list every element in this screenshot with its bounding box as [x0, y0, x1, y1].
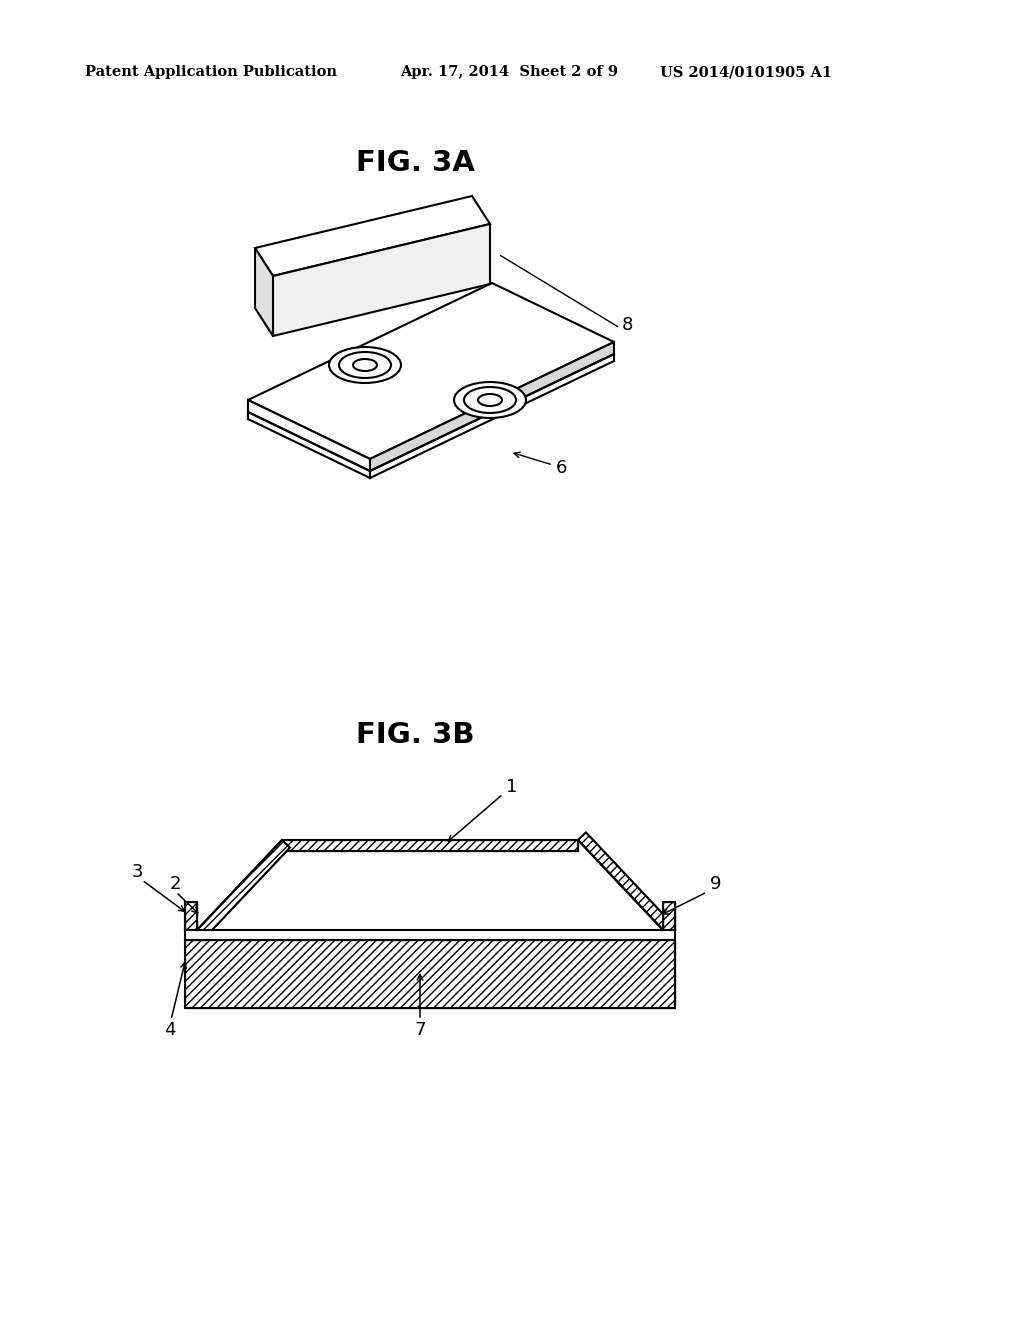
Polygon shape	[370, 342, 614, 471]
Polygon shape	[255, 195, 490, 276]
Text: 1: 1	[506, 777, 517, 796]
Polygon shape	[273, 224, 490, 337]
Ellipse shape	[353, 359, 377, 371]
Polygon shape	[248, 400, 370, 471]
Polygon shape	[282, 840, 578, 851]
Ellipse shape	[339, 352, 391, 378]
Text: FIG. 3B: FIG. 3B	[355, 721, 474, 748]
Ellipse shape	[454, 381, 526, 418]
Text: 8: 8	[622, 315, 634, 334]
Text: 4: 4	[164, 1020, 176, 1039]
Ellipse shape	[329, 347, 401, 383]
Text: Patent Application Publication: Patent Application Publication	[85, 65, 337, 79]
Polygon shape	[197, 840, 290, 937]
Text: Apr. 17, 2014  Sheet 2 of 9: Apr. 17, 2014 Sheet 2 of 9	[400, 65, 618, 79]
Text: FIG. 3A: FIG. 3A	[355, 149, 474, 177]
Polygon shape	[255, 248, 273, 337]
Polygon shape	[211, 840, 649, 931]
Ellipse shape	[478, 393, 502, 407]
Text: US 2014/0101905 A1: US 2014/0101905 A1	[660, 65, 833, 79]
Text: 3: 3	[131, 863, 142, 880]
Polygon shape	[185, 931, 675, 940]
Polygon shape	[663, 902, 675, 931]
Ellipse shape	[464, 387, 516, 413]
Polygon shape	[248, 282, 614, 459]
Text: 6: 6	[556, 459, 567, 477]
Polygon shape	[185, 902, 197, 931]
Polygon shape	[185, 940, 675, 1008]
Polygon shape	[578, 833, 671, 931]
Text: 2: 2	[169, 875, 181, 894]
Text: 7: 7	[415, 1020, 426, 1039]
Text: 9: 9	[710, 875, 722, 894]
